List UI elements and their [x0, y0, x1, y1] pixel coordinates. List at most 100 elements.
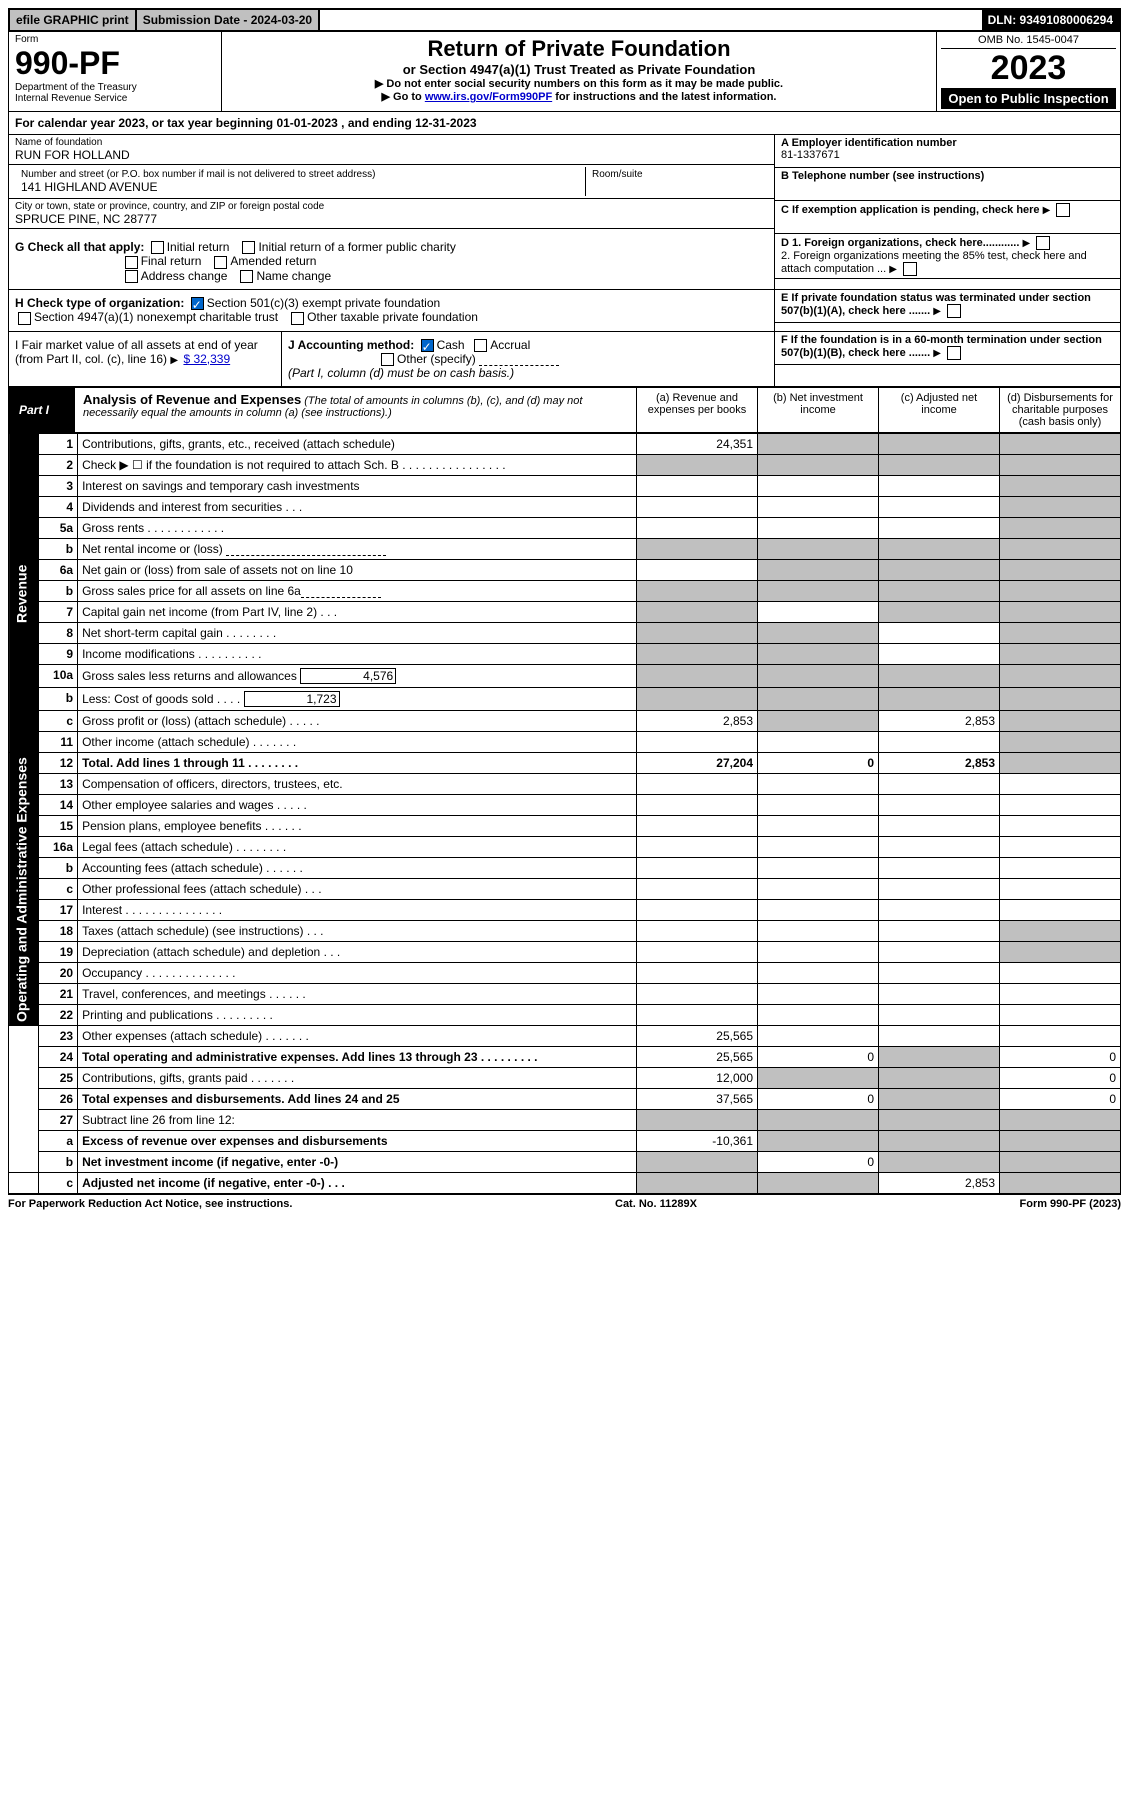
table-row: bGross sales price for all assets on lin… — [9, 581, 1121, 602]
table-row: 16aLegal fees (attach schedule) . . . . … — [9, 837, 1121, 858]
table-row: bNet rental income or (loss) — [9, 539, 1121, 560]
col-b-head: (b) Net investment income — [757, 388, 878, 432]
c-label: C If exemption application is pending, c… — [781, 204, 1040, 216]
table-row: cOther professional fees (attach schedul… — [9, 879, 1121, 900]
table-row: bAccounting fees (attach schedule) . . .… — [9, 858, 1121, 879]
check-block-g: G Check all that apply: Initial return I… — [8, 234, 1121, 290]
cell-a: 24,351 — [637, 434, 758, 455]
h-4947-label: Section 4947(a)(1) nonexempt charitable … — [34, 310, 278, 324]
g-opt-name: Name change — [256, 269, 331, 283]
line-desc: Depreciation (attach schedule) and deple… — [78, 942, 637, 963]
cell-a: 25,565 — [637, 1047, 758, 1068]
foundation-name-label: Name of foundation — [15, 137, 768, 148]
line-desc: Gross profit or (loss) (attach schedule)… — [78, 711, 637, 732]
d2-label: 2. Foreign organizations meeting the 85%… — [781, 250, 1087, 275]
line-desc: Contributions, gifts, grants paid . . . … — [78, 1068, 637, 1089]
g-initial-return-cb[interactable] — [151, 241, 164, 254]
line-desc: Other professional fees (attach schedule… — [78, 879, 637, 900]
cell-a: -10,361 — [637, 1131, 758, 1152]
arrow-icon — [889, 263, 899, 275]
line-num: 26 — [39, 1089, 78, 1110]
line-num: b — [39, 1152, 78, 1173]
irs-link[interactable]: www.irs.gov/Form990PF — [425, 91, 552, 103]
line-desc: Taxes (attach schedule) (see instruction… — [78, 921, 637, 942]
check-block-ij: I Fair market value of all assets at end… — [8, 332, 1121, 388]
top-bar: efile GRAPHIC print Submission Date - 20… — [8, 8, 1121, 32]
phone-label: B Telephone number (see instructions) — [781, 170, 984, 182]
line-num: b — [39, 581, 78, 602]
table-row: 13Compensation of officers, directors, t… — [9, 774, 1121, 795]
d2-checkbox[interactable] — [903, 262, 917, 276]
footer-left: For Paperwork Reduction Act Notice, see … — [8, 1198, 292, 1210]
c-checkbox[interactable] — [1056, 203, 1070, 217]
line-desc: Interest on savings and temporary cash i… — [78, 476, 637, 497]
j-cash-cb[interactable]: ✓ — [421, 339, 434, 352]
g-name-cb[interactable] — [240, 270, 253, 283]
line-desc: Travel, conferences, and meetings . . . … — [78, 984, 637, 1005]
line-desc: Other income (attach schedule) . . . . .… — [78, 732, 637, 753]
table-row: 18Taxes (attach schedule) (see instructi… — [9, 921, 1121, 942]
h-other-cb[interactable] — [291, 312, 304, 325]
h-4947-cb[interactable] — [18, 312, 31, 325]
irs-label: Internal Revenue Service — [15, 93, 215, 104]
j-accrual-cb[interactable] — [474, 339, 487, 352]
cell-a: 2,853 — [637, 711, 758, 732]
omb-number: OMB No. 1545-0047 — [941, 34, 1116, 49]
cell-c: 2,853 — [879, 711, 1000, 732]
table-row: 5aGross rents . . . . . . . . . . . . — [9, 518, 1121, 539]
g-label: G Check all that apply: — [15, 240, 144, 254]
line-desc: Other employee salaries and wages . . . … — [78, 795, 637, 816]
line-desc: Other expenses (attach schedule) . . . .… — [78, 1026, 637, 1047]
analysis-table: Revenue 1 Contributions, gifts, grants, … — [8, 433, 1121, 1194]
cell-d: 0 — [1000, 1089, 1121, 1110]
opex-section-label: Operating and Administrative Expenses — [9, 753, 39, 1026]
i-value-link[interactable]: $ 32,339 — [183, 352, 230, 366]
j-accrual-label: Accrual — [490, 338, 530, 352]
part1-label: Part I — [9, 388, 75, 432]
table-row: 6aNet gain or (loss) from sale of assets… — [9, 560, 1121, 581]
g-initial-former-cb[interactable] — [242, 241, 255, 254]
table-row: 17Interest . . . . . . . . . . . . . . . — [9, 900, 1121, 921]
j-other-cb[interactable] — [381, 353, 394, 366]
line-num: 7 — [39, 602, 78, 623]
col-a-head: (a) Revenue and expenses per books — [636, 388, 757, 432]
line-desc: Subtract line 26 from line 12: — [78, 1110, 637, 1131]
line-desc: Net rental income or (loss) — [78, 539, 637, 560]
line-num: 8 — [39, 623, 78, 644]
line-desc: Gross rents . . . . . . . . . . . . — [78, 518, 637, 539]
line-num: 21 — [39, 984, 78, 1005]
g-final-cb[interactable] — [125, 256, 138, 269]
e-checkbox[interactable] — [947, 304, 961, 318]
entity-block: Name of foundation RUN FOR HOLLAND Numbe… — [8, 135, 1121, 234]
h-501c3-cb[interactable]: ✓ — [191, 297, 204, 310]
cell-d: 0 — [1000, 1047, 1121, 1068]
efile-button[interactable]: efile GRAPHIC print — [10, 10, 137, 30]
col-d-head: (d) Disbursements for charitable purpose… — [999, 388, 1120, 432]
d1-checkbox[interactable] — [1036, 236, 1050, 250]
arrow-icon — [1022, 237, 1032, 249]
cell-b: 0 — [758, 1089, 879, 1110]
line-desc: Interest . . . . . . . . . . . . . . . — [78, 900, 637, 921]
dln-label: DLN: 93491080006294 — [982, 10, 1119, 30]
j-note: (Part I, column (d) must be on cash basi… — [288, 366, 514, 380]
table-row: 7Capital gain net income (from Part IV, … — [9, 602, 1121, 623]
line-desc: Pension plans, employee benefits . . . .… — [78, 816, 637, 837]
line-num: c — [39, 1173, 78, 1194]
line-num: 1 — [39, 434, 78, 455]
line-num: b — [39, 688, 78, 711]
g-amended-cb[interactable] — [214, 256, 227, 269]
f-checkbox[interactable] — [947, 346, 961, 360]
hint-link: ▶ Go to www.irs.gov/Form990PF for instru… — [226, 90, 932, 103]
line-num: 20 — [39, 963, 78, 984]
g-address-cb[interactable] — [125, 270, 138, 283]
street-value: 141 HIGHLAND AVENUE — [21, 180, 579, 194]
line-num: 22 — [39, 1005, 78, 1026]
form-subtitle: or Section 4947(a)(1) Trust Treated as P… — [226, 62, 932, 77]
page-footer: For Paperwork Reduction Act Notice, see … — [8, 1194, 1121, 1213]
j-other-label: Other (specify) — [397, 352, 476, 366]
line-num: 17 — [39, 900, 78, 921]
line-desc: Contributions, gifts, grants, etc., rece… — [78, 434, 637, 455]
table-row: 15Pension plans, employee benefits . . .… — [9, 816, 1121, 837]
table-row: 24Total operating and administrative exp… — [9, 1047, 1121, 1068]
inline-box-10b: 1,723 — [244, 691, 340, 707]
